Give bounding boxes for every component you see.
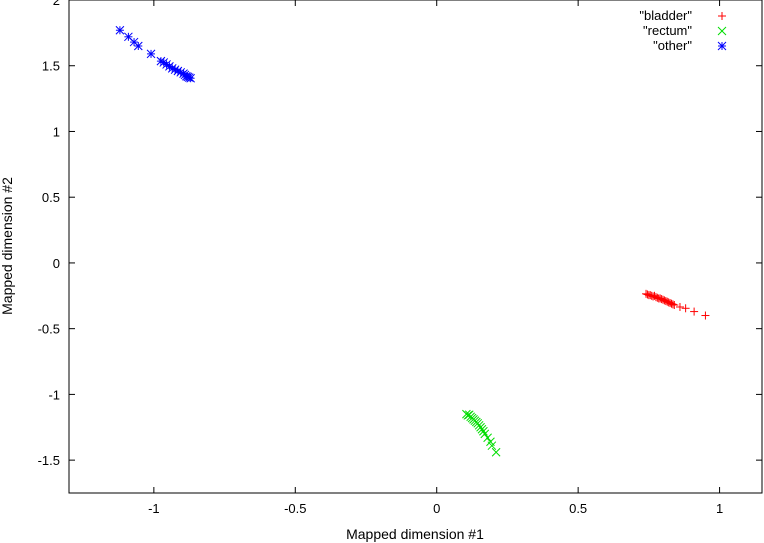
data-point xyxy=(115,25,125,35)
legend-marker xyxy=(717,41,727,51)
x-tick-label: -0.5 xyxy=(284,501,306,516)
data-point xyxy=(487,441,497,451)
data-point xyxy=(129,37,139,47)
y-tick-label: -1.5 xyxy=(38,453,60,468)
data-point xyxy=(690,307,699,316)
legend-label: "bladder" xyxy=(639,8,692,23)
y-axis-label: Mapped dimension #2 xyxy=(0,177,15,315)
points-layer xyxy=(115,25,710,457)
data-point xyxy=(146,49,156,59)
y-tick-label: -1 xyxy=(48,387,60,402)
data-point xyxy=(483,433,492,443)
data-point xyxy=(701,311,710,320)
data-point xyxy=(675,302,684,311)
data-point xyxy=(681,304,690,313)
legend-label: "other" xyxy=(653,38,692,53)
x-tick-label: -1 xyxy=(148,501,160,516)
legend-marker xyxy=(718,12,726,20)
data-point xyxy=(186,73,195,83)
data-point xyxy=(184,73,194,82)
plot-frame xyxy=(68,0,763,494)
data-point xyxy=(133,41,143,51)
legend-marker xyxy=(717,26,727,36)
data-point xyxy=(491,447,501,457)
y-tick-label: 0 xyxy=(53,256,60,271)
y-tick-label: 1 xyxy=(53,124,60,139)
data-point xyxy=(479,426,488,436)
y-tick-label: 0.5 xyxy=(42,190,60,205)
x-tick-label: 0.5 xyxy=(569,501,587,516)
data-point xyxy=(670,301,679,310)
y-tick-label: 1.5 xyxy=(42,59,60,74)
x-tick-label: 0 xyxy=(433,501,440,516)
x-tick-label: 1 xyxy=(716,501,723,516)
x-axis-label: Mapped dimension #1 xyxy=(346,526,484,542)
data-point xyxy=(480,429,490,439)
y-tick-label: -0.5 xyxy=(38,322,60,337)
data-point xyxy=(463,411,473,420)
legend: "bladder""rectum""other" xyxy=(639,8,727,53)
data-point xyxy=(668,300,677,309)
y-tick-label: 2 xyxy=(53,0,60,8)
axes-layer: -1 -0.5 0 0.5 1 -1.5 -1 -0.5 0 0.5 1 1.5 2 xyxy=(38,0,762,516)
legend-label: "rectum" xyxy=(643,23,692,38)
